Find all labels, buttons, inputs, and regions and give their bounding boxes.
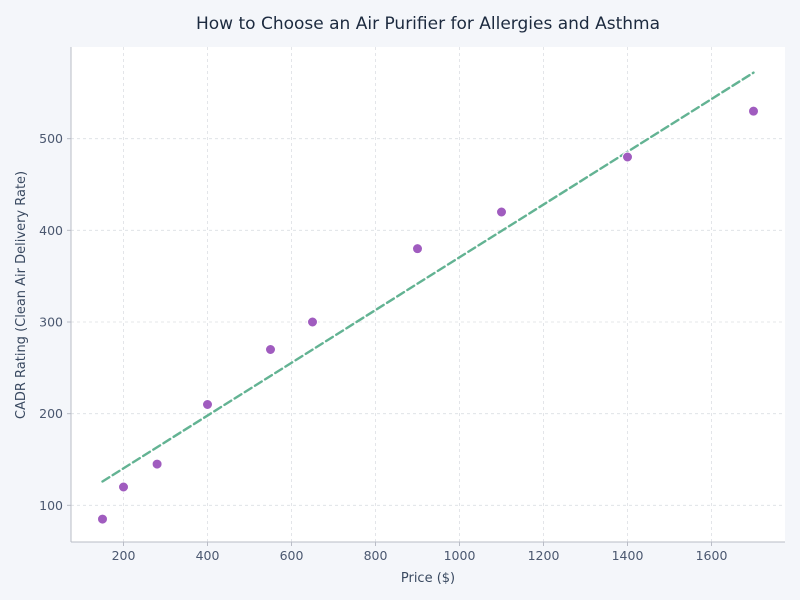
data-point [202,399,213,410]
data-point [307,316,318,328]
y-tick-label: 400 [39,223,63,238]
y-tick-label: 200 [39,406,63,421]
plot-area [71,47,785,542]
data-point [622,151,633,163]
y-axis-ticks: 100 200 300 400 500 [39,131,71,513]
x-tick-label: 600 [280,548,304,563]
data-point [412,243,423,255]
y-tick-label: 300 [39,315,63,330]
y-tick-label: 100 [39,498,63,513]
data-point [265,344,276,355]
x-tick-label: 1200 [528,548,560,563]
y-tick-label: 500 [39,131,63,146]
data-point [97,513,108,525]
y-axis-label: CADR Rating (Clean Air Delivery Rate) [14,171,29,419]
chart-title: How to Choose an Air Purifier for Allerg… [196,14,660,34]
grid-lines [71,47,785,542]
x-tick-label: 400 [196,548,220,563]
x-tick-label: 1000 [444,548,476,563]
x-tick-label: 1400 [612,548,644,563]
x-tick-label: 200 [112,548,136,563]
data-point [118,481,129,493]
data-point [748,105,759,117]
x-axis-ticks: 200 400 600 800 1000 1200 1400 1600 [112,542,728,563]
data-point [496,206,507,218]
data-points [97,105,759,525]
axes [70,47,785,543]
x-tick-label: 800 [364,548,388,563]
data-point [151,458,163,470]
x-tick-label: 1600 [696,548,728,563]
trendline [101,71,755,483]
trendline-layer [101,71,755,483]
x-axis-label: Price ($) [401,571,455,586]
